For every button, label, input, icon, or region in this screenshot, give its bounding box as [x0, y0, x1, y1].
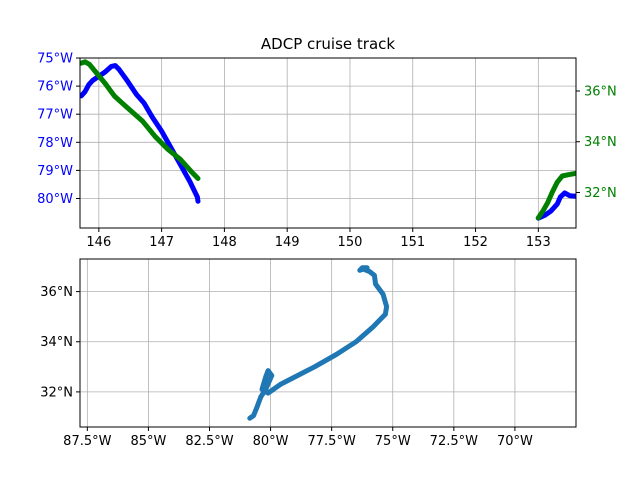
top-left-tick-label: 77°W	[37, 108, 73, 123]
bottom-y-tick-label: 34°N	[40, 335, 73, 350]
top-left-y-ticks: 75°W 76°W 77°W 78°W 79°W 80°W	[37, 52, 80, 207]
top-right-tick-label: 32°N	[584, 186, 617, 201]
bottom-x-tick-label: 77.5°W	[308, 434, 356, 449]
top-x-tick-label: 153	[526, 235, 551, 250]
bottom-panel: 87.5°W 85°W 82.5°W 80°W 77.5°W 75°W 72.5°W 70°W…	[40, 258, 577, 449]
top-series-right-segment-0	[80, 59, 201, 181]
top-x-tick-label: 150	[338, 235, 363, 250]
bottom-series	[247, 265, 390, 421]
top-panel: ADCP cruise track 146 147 148 149 150 151 152 1…	[37, 35, 617, 250]
top-left-tick-label: 78°W	[37, 136, 73, 151]
top-right-y-ticks: 32°N 34°N 36°N	[576, 84, 617, 201]
top-x-tick-label: 152	[463, 235, 488, 250]
bottom-y-ticks: 32°N 34°N 36°N	[40, 285, 80, 400]
bottom-x-tick-label: 80°W	[253, 434, 289, 449]
top-x-tick-label: 149	[275, 235, 300, 250]
bottom-x-ticks: 87.5°W 85°W 82.5°W 80°W 77.5°W 75°W 72.5°W 70°W	[63, 427, 533, 449]
bottom-x-tick-label: 82.5°W	[185, 434, 233, 449]
top-x-tick-label: 151	[400, 235, 425, 250]
top-x-tick-label: 146	[86, 235, 111, 250]
top-left-tick-label: 75°W	[37, 52, 73, 67]
top-x-tick-label: 148	[212, 235, 237, 250]
top-x-tick-label: 147	[149, 235, 174, 250]
bottom-y-tick-label: 36°N	[40, 285, 73, 300]
bottom-x-tick-label: 72.5°W	[430, 434, 478, 449]
top-series	[80, 59, 576, 221]
top-series-left-segment-0	[80, 63, 201, 204]
top-right-tick-label: 36°N	[584, 84, 617, 99]
top-left-tick-label: 79°W	[37, 164, 73, 179]
top-left-tick-label: 80°W	[37, 192, 73, 207]
chart-title: ADCP cruise track	[261, 35, 395, 53]
top-x-ticks: 146 147 148 149 150 151 152 153	[86, 228, 551, 250]
top-left-tick-label: 76°W	[37, 80, 73, 95]
bottom-axes-frame	[79, 258, 577, 428]
bottom-x-tick-label: 75°W	[375, 434, 411, 449]
bottom-x-tick-label: 85°W	[130, 434, 166, 449]
bottom-gridlines	[80, 259, 576, 427]
top-axes-frame	[79, 57, 577, 229]
bottom-x-tick-label: 70°W	[497, 434, 533, 449]
top-series-left-segment-1	[535, 190, 576, 221]
bottom-x-tick-label: 87.5°W	[63, 434, 111, 449]
top-series-right-segment-1	[535, 170, 576, 221]
top-right-tick-label: 34°N	[584, 135, 617, 150]
bottom-track-line	[247, 265, 390, 421]
bottom-y-tick-label: 32°N	[40, 385, 73, 400]
